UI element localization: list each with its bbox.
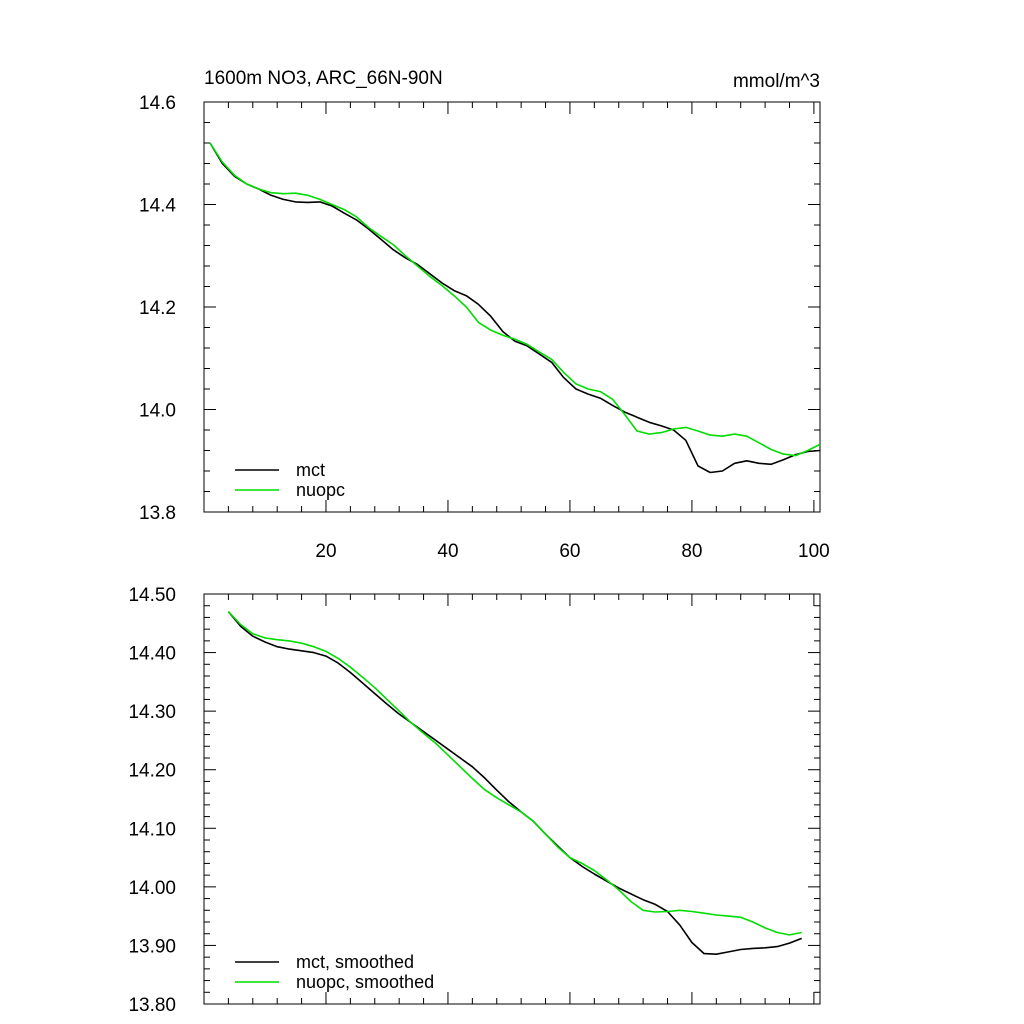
- bottom-panel: 13.80 13.90 14.00 14.10 14.20 14.30 14.40 14.50…: [128, 585, 821, 1016]
- x-tick-label: 100: [798, 541, 830, 562]
- plot-frame: [203, 593, 821, 1005]
- y-tick-label: 14.50: [128, 585, 176, 606]
- plot-frame: [203, 101, 821, 513]
- x-tick-label: 80: [681, 541, 702, 562]
- y-tick-label: 14.20: [128, 761, 176, 782]
- legend-label: nuopc: [296, 480, 345, 500]
- series-line-nuopc: [209, 142, 821, 457]
- y-tick-label: 14.00: [128, 878, 176, 899]
- x-tick-label: 60: [559, 541, 580, 562]
- y-tick-label: 14.30: [128, 702, 176, 723]
- legend-label: nuopc, smoothed: [296, 972, 434, 992]
- y-tick-label: 14.6: [139, 93, 176, 114]
- y-tick-label: 14.40: [128, 644, 176, 665]
- y-tick-label: 14.0: [139, 401, 176, 422]
- y-tick-label: 13.80: [128, 995, 176, 1016]
- x-tick-label: 40: [437, 541, 458, 562]
- legend-label: mct: [296, 460, 325, 480]
- x-tick-label: 20: [315, 541, 336, 562]
- series-line-mct: [209, 142, 821, 474]
- y-tick-label: 14.10: [128, 819, 176, 840]
- y-tick-label: 13.90: [128, 936, 176, 957]
- series-line-mct-smoothed: [227, 611, 802, 956]
- legend-label: mct, smoothed: [296, 952, 414, 972]
- units-label: mmol/m^3: [733, 71, 820, 92]
- y-tick-label: 14.4: [139, 196, 176, 217]
- series-line-nuopc-smoothed: [227, 611, 802, 936]
- y-tick-label: 13.8: [139, 503, 176, 524]
- chart-title: 1600m NO3, ARC_66N-90N: [204, 68, 443, 89]
- y-tick-label: 14.2: [139, 298, 176, 319]
